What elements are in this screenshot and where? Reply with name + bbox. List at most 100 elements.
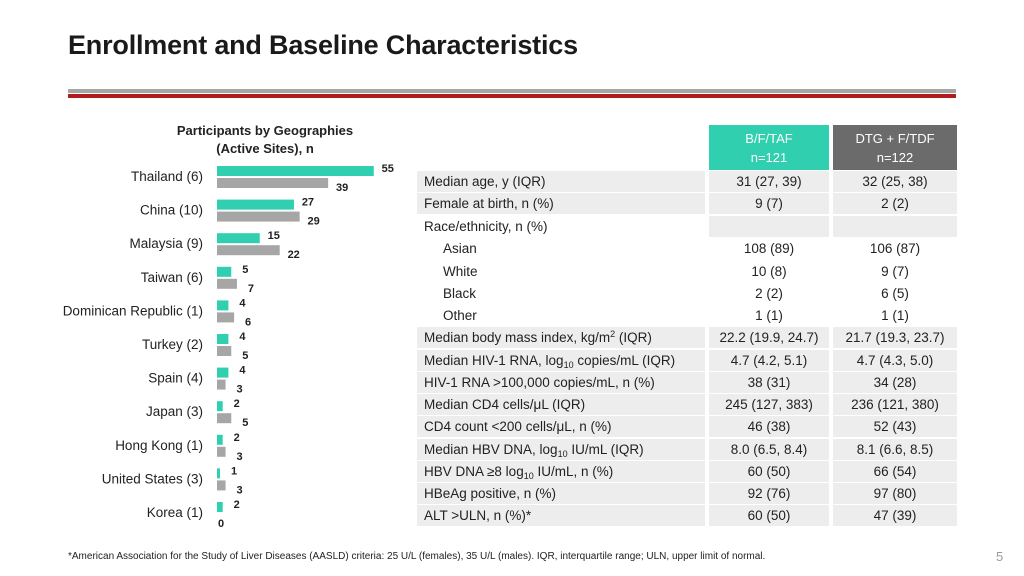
table-row: Median age, y (IQR) 31 (27, 39) 32 (25, 38… (417, 171, 957, 192)
category-label: Dominican Republic (1) (63, 303, 203, 318)
category-label: China (10) (140, 203, 203, 218)
row-label: HBeAg positive, n (%) (424, 486, 557, 501)
table-row: Median CD4 cells/μL (IQR) 245 (127, 383) 2… (417, 394, 957, 415)
category-label: Hong Kong (1) (115, 438, 203, 453)
bar (217, 233, 260, 244)
table-row: Other 1 (1) 1 (1) (417, 305, 957, 326)
cell-bftaf: 8.0 (6.5, 8.4) (709, 439, 829, 460)
cell-dtg-ftdf (833, 216, 957, 237)
data-label: 15 (268, 230, 280, 242)
bar (217, 178, 329, 188)
footnote: *American Association for the Study of L… (68, 551, 766, 562)
row-label-text: Median HIV-1 RNA, log (424, 353, 564, 368)
cell-dtg-ftdf: 6 (5) (881, 286, 909, 301)
bar (217, 334, 229, 344)
row-label: Median CD4 cells/μL (IQR) (424, 397, 586, 412)
cell-bftaf: 38 (31) (709, 372, 829, 393)
row-label: Median HIV-1 RNA, log10 copies/mL (IQR) (424, 350, 675, 371)
table-row: HBeAg positive, n (%) 92 (76) 97 (80) (417, 483, 957, 504)
table-row: Median HBV DNA, log10 IU/mL (IQR) 8.0 (6.… (417, 439, 957, 460)
bar (217, 346, 232, 356)
bar (217, 379, 226, 390)
data-label: 22 (288, 249, 300, 261)
cell-dtg-ftdf: 9 (7) (881, 264, 909, 279)
row-label: Other (443, 308, 477, 323)
category-label: Taiwan (6) (141, 270, 203, 285)
cell-bftaf: 9 (7) (709, 193, 829, 214)
cell-dtg-ftdf: 66 (54) (833, 461, 957, 482)
table-row: Race/ethnicity, n (%) (417, 216, 957, 237)
category-label: Korea (1) (147, 505, 203, 520)
category-label: Spain (4) (148, 371, 203, 386)
row-label-superscript: 2 (610, 329, 616, 339)
bar (217, 446, 226, 457)
row-label: Median HBV DNA, log10 IU/mL (IQR) (424, 439, 644, 460)
page-number: 5 (996, 549, 1004, 564)
chart-title-line-1: Participants by Geographies (176, 123, 354, 138)
row-label-text: IU/mL (IQR) (567, 442, 644, 457)
cell-dtg-ftdf: 4.7 (4.3, 5.0) (833, 350, 957, 371)
cell-bftaf: 60 (50) (709, 505, 829, 526)
header-dtg-ftdf-n: n=122 (876, 150, 914, 165)
table-row: Median HIV-1 RNA, log10 copies/mL (IQR) 4… (417, 350, 957, 371)
cell-bftaf: 108 (89) (743, 241, 795, 256)
bar (217, 300, 229, 311)
row-label-text: HBV DNA ≥8 log (424, 464, 524, 479)
row-label: CD4 count <200 cells/μL, n (%) (424, 419, 612, 434)
row-label-text: Median body mass index, kg/m (424, 330, 611, 345)
row-label: Race/ethnicity, n (%) (424, 219, 548, 234)
category-label: Japan (3) (146, 404, 203, 419)
cell-dtg-ftdf: 52 (43) (833, 416, 957, 437)
bar (217, 266, 232, 277)
data-label: 5 (242, 417, 248, 429)
table-row: Female at birth, n (%) 9 (7) 2 (2) (417, 193, 957, 214)
data-label: 29 (308, 216, 320, 228)
row-label-text: IU/mL, n (%) (533, 464, 614, 479)
row-label: White (443, 264, 478, 279)
cell-dtg-ftdf: 34 (28) (833, 372, 957, 393)
cell-bftaf: 10 (8) (751, 264, 787, 279)
cell-bftaf: 22.2 (19.9, 24.7) (709, 327, 829, 348)
table-row: White 10 (8) 9 (7) (417, 261, 957, 282)
row-label: HIV-1 RNA >100,000 copies/mL, n (%) (424, 375, 655, 390)
title-rule-red (68, 94, 956, 98)
cell-bftaf: 1 (1) (755, 308, 783, 323)
data-label: 3 (236, 451, 242, 463)
bar (217, 367, 229, 378)
category-label: United States (3) (102, 471, 203, 486)
cell-bftaf: 92 (76) (709, 483, 829, 504)
row-label-text: (IQR) (615, 330, 652, 345)
data-label: 4 (239, 297, 246, 309)
category-label: Turkey (2) (142, 337, 203, 352)
row-label-subscript: 10 (523, 471, 534, 481)
row-label: Median age, y (IQR) (424, 174, 546, 189)
header-bftaf: B/F/TAF n=121 (709, 125, 829, 170)
cell-bftaf: 245 (127, 383) (709, 394, 829, 415)
row-label-subscript: 10 (563, 360, 574, 370)
cell-dtg-ftdf: 8.1 (6.6, 8.5) (833, 439, 957, 460)
bar (217, 312, 235, 323)
table-row: CD4 count <200 cells/μL, n (%) 46 (38) 52 … (417, 416, 957, 437)
data-label: 1 (231, 465, 237, 477)
data-label: 4 (239, 365, 246, 377)
cell-bftaf: 31 (27, 39) (709, 171, 829, 192)
data-label: 0 (218, 518, 224, 530)
cell-dtg-ftdf: 106 (87) (869, 241, 921, 256)
table-row: Median body mass index, kg/m2 (IQR) 22.2 … (417, 327, 957, 348)
data-label: 7 (248, 283, 254, 295)
row-label-text: Median HBV DNA, log (424, 442, 558, 457)
data-label: 6 (245, 316, 251, 328)
row-label-subscript: 10 (557, 449, 568, 459)
cell-bftaf: 4.7 (4.2, 5.1) (709, 350, 829, 371)
data-label: 55 (382, 163, 394, 175)
row-label: HBV DNA ≥8 log10 IU/mL, n (%) (424, 461, 613, 482)
cell-dtg-ftdf: 21.7 (19.3, 23.7) (833, 327, 957, 348)
row-label: Black (443, 286, 477, 301)
cell-bftaf (709, 216, 829, 237)
bar (217, 245, 280, 256)
data-label: 5 (242, 264, 248, 276)
title-rule-gray (68, 89, 956, 93)
bar (217, 166, 374, 176)
bar (217, 199, 294, 210)
slide-title: Enrollment and Baseline Characteristics (68, 30, 578, 60)
